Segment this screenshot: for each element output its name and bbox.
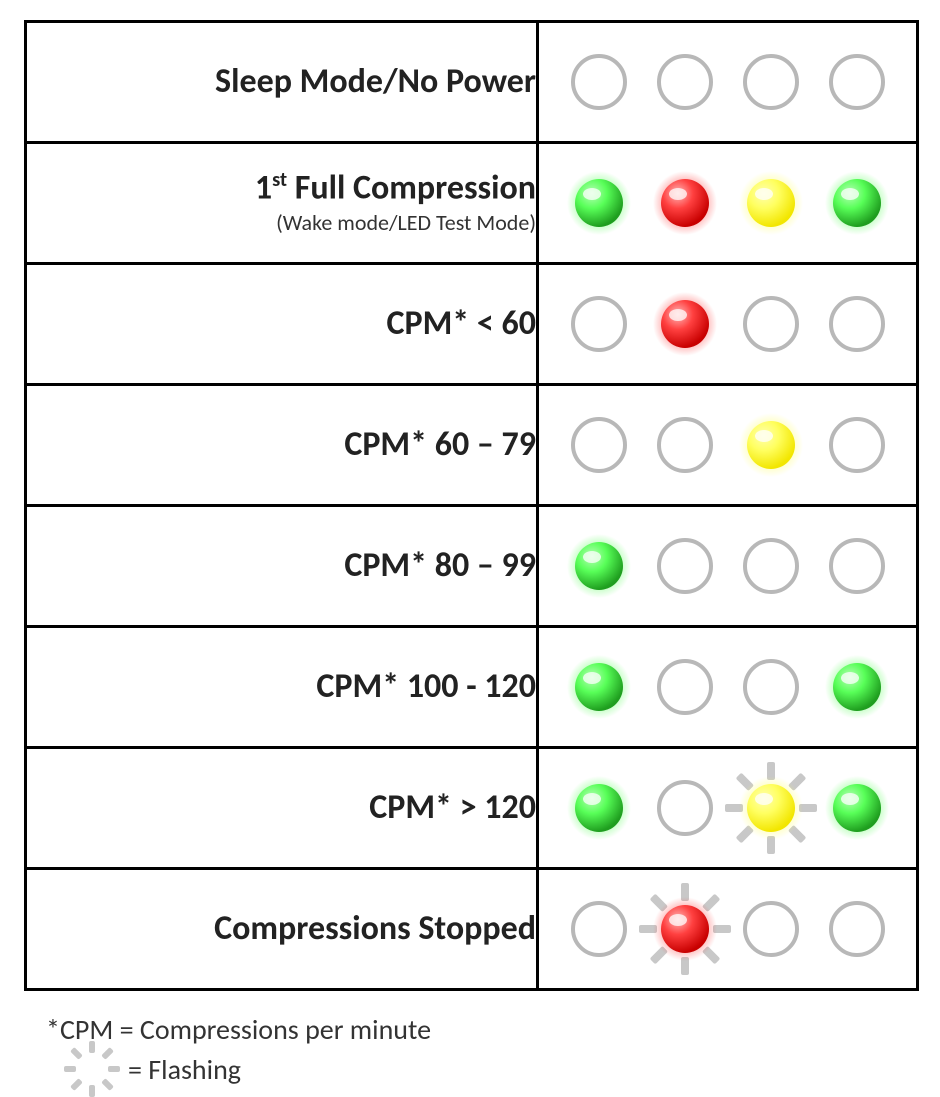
led-off-icon: [825, 897, 889, 961]
row-led-cell: [538, 627, 918, 748]
row-label-cell: 1st Full Compression (Wake mode/LED Test …: [26, 143, 538, 264]
footnote-flashing: = Flashing: [46, 1049, 916, 1089]
row-led-cell: [538, 22, 918, 143]
led-off-icon: [825, 292, 889, 356]
row-label-cell: CPM* 60 – 79: [26, 385, 538, 506]
green-led-icon: [567, 534, 631, 598]
row-led-cell: [538, 748, 918, 869]
led-off-icon: [567, 413, 631, 477]
table-row: CPM* < 60: [26, 264, 918, 385]
row-label-cell: Compressions Stopped: [26, 869, 538, 990]
row-label-cell: CPM* 100 - 120: [26, 627, 538, 748]
footnotes: *CPM = Compressions per minute = Flashin…: [46, 1009, 916, 1089]
green-led-icon: [567, 776, 631, 840]
row-sublabel: (Wake mode/LED Test Mode): [27, 209, 536, 236]
led-off-icon: [739, 655, 803, 719]
table-row: CPM* 80 – 99: [26, 506, 918, 627]
row-label-cell: CPM* < 60: [26, 264, 538, 385]
led-off-icon: [739, 292, 803, 356]
row-label: CPM* 100 - 120: [27, 669, 536, 705]
led-off-icon: [653, 413, 717, 477]
row-label: CPM* 80 – 99: [27, 548, 536, 584]
led-off-icon: [739, 897, 803, 961]
table-row: Sleep Mode/No Power: [26, 22, 918, 143]
row-led-cell: [538, 869, 918, 990]
green-led-icon: [825, 655, 889, 719]
row-label: CPM* > 120: [27, 790, 536, 826]
led-off-icon: [653, 50, 717, 114]
led-off-icon: [567, 292, 631, 356]
led-off-icon: [653, 534, 717, 598]
row-led-cell: [538, 385, 918, 506]
row-label: Compressions Stopped: [27, 911, 536, 947]
yellow-led-icon-flashing: [739, 776, 803, 840]
row-led-cell: [538, 143, 918, 264]
green-led-icon: [567, 171, 631, 235]
row-led-cell: [538, 264, 918, 385]
yellow-led-icon: [739, 413, 803, 477]
page: Sleep Mode/No Power 1st Full Compression (…: [0, 0, 940, 1084]
table-row: CPM* 60 – 79: [26, 385, 918, 506]
row-label: CPM* 60 – 79: [27, 427, 536, 463]
row-label: Sleep Mode/No Power: [27, 64, 536, 100]
led-off-icon: [825, 413, 889, 477]
led-off-icon: [567, 50, 631, 114]
red-led-icon: [653, 292, 717, 356]
table-row: Compressions Stopped: [26, 869, 918, 990]
red-led-icon-flashing: [653, 897, 717, 961]
row-led-cell: [538, 506, 918, 627]
table-row: CPM* > 120: [26, 748, 918, 869]
led-off-icon: [739, 50, 803, 114]
row-label-cell: CPM* > 120: [26, 748, 538, 869]
row-label-cell: CPM* 80 – 99: [26, 506, 538, 627]
row-label: 1st Full Compression: [27, 170, 536, 206]
footnote-cpm: *CPM = Compressions per minute: [46, 1009, 916, 1049]
led-off-icon: [825, 50, 889, 114]
row-label: CPM* < 60: [27, 306, 536, 342]
table-row: 1st Full Compression (Wake mode/LED Test …: [26, 143, 918, 264]
led-status-table: Sleep Mode/No Power 1st Full Compression (…: [24, 20, 919, 991]
yellow-led-icon: [739, 171, 803, 235]
led-off-icon: [653, 655, 717, 719]
green-led-icon: [567, 655, 631, 719]
led-off-icon: [567, 897, 631, 961]
led-off-icon: [825, 534, 889, 598]
flashing-icon: [64, 1041, 120, 1097]
red-led-icon: [653, 171, 717, 235]
led-off-icon: [653, 776, 717, 840]
green-led-icon: [825, 776, 889, 840]
table-row: CPM* 100 - 120: [26, 627, 918, 748]
row-label-cell: Sleep Mode/No Power: [26, 22, 538, 143]
green-led-icon: [825, 171, 889, 235]
footnote-flashing-text: = Flashing: [128, 1052, 241, 1087]
led-off-icon: [739, 534, 803, 598]
